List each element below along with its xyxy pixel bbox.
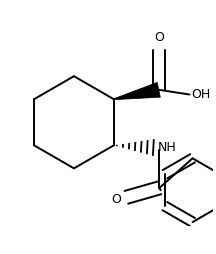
Text: OH: OH xyxy=(191,88,211,101)
Polygon shape xyxy=(114,82,160,100)
Text: O: O xyxy=(111,193,121,206)
Text: O: O xyxy=(154,31,164,44)
Text: NH: NH xyxy=(158,141,176,154)
